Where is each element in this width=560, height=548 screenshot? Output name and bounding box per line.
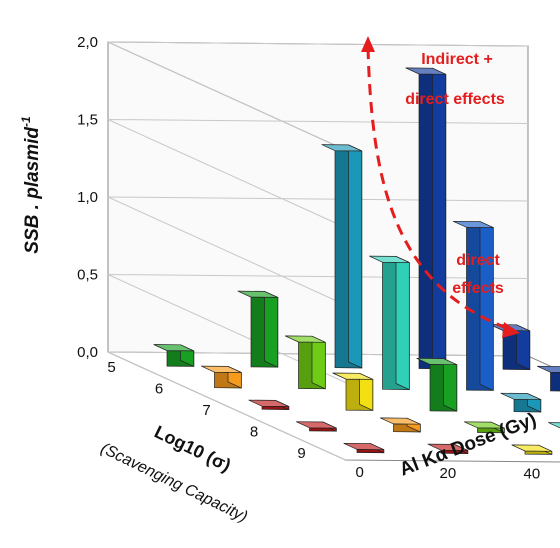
effects-arrow	[366, 47, 513, 332]
annotation-top-line1: Indirect +	[421, 51, 493, 68]
y-axis-label: SSB . plasmid-1	[19, 116, 43, 254]
bar	[153, 344, 195, 367]
dose-tick-label: 20	[440, 465, 457, 482]
bar	[248, 399, 290, 411]
y-tick-label: 0,0	[77, 344, 98, 361]
bar	[380, 417, 421, 433]
annotation-bottom-line2: effects	[452, 280, 504, 297]
bar	[489, 324, 531, 371]
bar	[416, 357, 458, 412]
bar	[332, 372, 374, 411]
y-gridline	[107, 41, 529, 151]
bar	[343, 442, 385, 454]
bar	[369, 255, 410, 391]
log-tick-label: 9	[297, 445, 305, 462]
bar	[464, 421, 505, 434]
bar	[453, 220, 494, 391]
y-tick-label: 1,5	[77, 112, 98, 129]
log-axis-note: (Scavenging Capacity)	[98, 440, 250, 526]
log-tick-label: 7	[202, 402, 210, 419]
bar	[548, 422, 560, 429]
y-tick-label: 2,0	[77, 34, 98, 51]
dose-tick-label: 40	[524, 466, 541, 483]
log-tick-label: 5	[107, 359, 115, 376]
bar	[201, 365, 242, 389]
y-gridline	[107, 119, 529, 228]
bar	[285, 335, 326, 390]
annotation-top-line2: direct effects	[405, 91, 505, 108]
bar	[537, 365, 560, 392]
bar	[296, 421, 337, 432]
log-tick-label: 6	[155, 380, 163, 397]
plot-area: 0,00,51,01,52,002040608010056789	[77, 34, 560, 483]
bar	[237, 290, 279, 368]
y-tick-label: 1,0	[77, 189, 98, 206]
arrow-head-bottom	[502, 322, 520, 338]
arrow-head-top	[361, 36, 375, 52]
bar	[427, 443, 469, 455]
bar	[321, 144, 363, 369]
bar	[500, 392, 542, 413]
log-tick-label: 8	[250, 424, 258, 441]
y-tick-label: 0,5	[77, 267, 98, 284]
annotation-bottom-line1: direct	[456, 252, 500, 269]
bar	[511, 444, 553, 455]
dose-tick-label: 0	[356, 464, 364, 481]
